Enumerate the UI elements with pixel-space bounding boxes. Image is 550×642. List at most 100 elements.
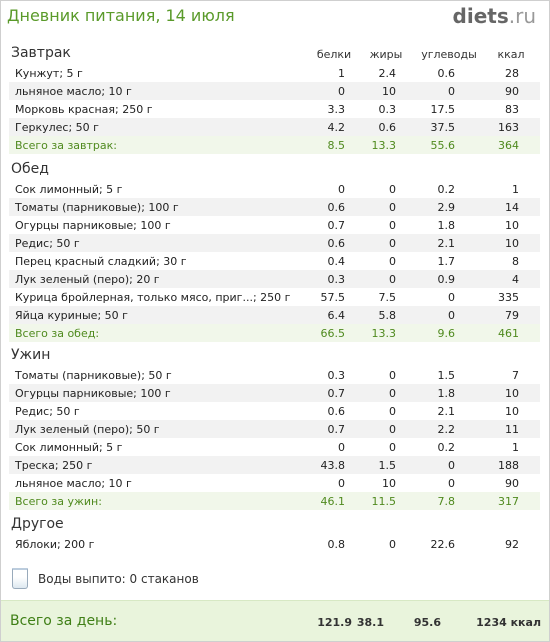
food-name: Сок лимонный; 5 г [15, 183, 123, 196]
value-carbs: 0 [448, 309, 455, 322]
food-row[interactable]: льняное масло; 10 г 0 10 0 90 [9, 474, 540, 492]
food-row[interactable]: Яблоки; 200 г 0.8 0 22.6 92 [9, 535, 540, 553]
value-kcal: 83 [505, 103, 519, 116]
meal-section: Ужин Томаты (парниковые); 50 г 0.3 0 1.5 7 Огу… [9, 346, 540, 510]
food-name: Томаты (парниковые); 50 г [15, 369, 172, 382]
site-logo[interactable]: diets.ru [453, 4, 536, 28]
value-protein: 0.3 [327, 273, 346, 286]
food-row[interactable]: Редис; 50 г 0.6 0 2.1 10 [9, 402, 540, 420]
meal-total-row[interactable]: Всего за ужин: 46.1 11.5 7.8 317 [9, 492, 540, 510]
meal-section: Другое Яблоки; 200 г 0.8 0 22.6 92 [9, 515, 540, 553]
meal-name: Ужин [11, 347, 51, 363]
food-name: Кунжут; 5 г [15, 67, 83, 80]
food-row[interactable]: Лук зеленый (перо); 50 г 0.7 0 2.2 11 [9, 420, 540, 438]
food-name: Морковь красная; 250 г [15, 103, 153, 116]
value-protein: 0.6 [327, 405, 346, 418]
value-kcal: 10 [505, 387, 519, 400]
food-row[interactable]: Редис; 50 г 0.6 0 2.1 10 [9, 234, 540, 252]
value-carbs: 0 [448, 85, 455, 98]
food-row[interactable]: Лук зеленый (перо); 20 г 0.3 0 0.9 4 [9, 270, 540, 288]
value-protein: 46.1 [320, 495, 346, 508]
value-protein: 0.7 [327, 387, 346, 400]
food-name: Всего за обед: [15, 327, 100, 340]
value-carbs: 0 [448, 477, 455, 490]
column-header-kcal: ккал [497, 48, 525, 61]
water-intake: Воды выпито: 0 стаканов [10, 566, 410, 590]
food-row[interactable]: Курица бройлерная, только мясо, приг...;… [9, 288, 540, 306]
value-carbs: 17.5 [430, 103, 456, 116]
value-kcal: 8 [512, 255, 519, 268]
food-name: Огурцы парниковые; 100 г [15, 387, 171, 400]
meal-total-row[interactable]: Всего за обед: 66.5 13.3 9.6 461 [9, 324, 540, 342]
food-row[interactable]: Сок лимонный; 5 г 0 0 0.2 1 [9, 180, 540, 198]
logo-main: diets [452, 4, 509, 28]
day-total-bar: Всего за день: 121.9 38.1 95.6 1234 ккал [1, 600, 549, 641]
value-carbs: 0.2 [437, 441, 456, 454]
value-fat: 0 [389, 387, 396, 400]
day-total-fat: 38.1 [356, 616, 384, 629]
food-row[interactable]: Огурцы парниковые; 100 г 0.7 0 1.8 10 [9, 216, 540, 234]
value-fat: 0 [389, 538, 396, 551]
value-kcal: 10 [505, 237, 519, 250]
header: Дневник питания, 14 июля diets.ru [0, 0, 548, 36]
food-row[interactable]: Огурцы парниковые; 100 г 0.7 0 1.8 10 [9, 384, 540, 402]
food-row[interactable]: льняное масло; 10 г 0 10 0 90 [9, 82, 540, 100]
value-kcal: 335 [498, 291, 519, 304]
food-row[interactable]: Томаты (парниковые); 50 г 0.3 0 1.5 7 [9, 366, 540, 384]
value-carbs: 9.6 [437, 327, 456, 340]
value-fat: 11.5 [371, 495, 397, 508]
food-name: Геркулес; 50 г [15, 121, 99, 134]
value-kcal: 163 [498, 121, 519, 134]
value-kcal: 11 [505, 423, 519, 436]
value-kcal: 1 [512, 441, 519, 454]
water-glass-icon[interactable] [12, 568, 28, 589]
food-name: Сок лимонный; 5 г [15, 441, 123, 454]
food-name: Всего за завтрак: [15, 139, 118, 152]
value-fat: 13.3 [371, 327, 397, 340]
value-protein: 66.5 [320, 327, 346, 340]
food-row[interactable]: Яйца куриные; 50 г 6.4 5.8 0 79 [9, 306, 540, 324]
value-carbs: 0.6 [437, 67, 456, 80]
value-kcal: 10 [505, 405, 519, 418]
value-carbs: 0 [448, 291, 455, 304]
food-row[interactable]: Томаты (парниковые); 100 г 0.6 0 2.9 14 [9, 198, 540, 216]
value-fat: 0 [389, 441, 396, 454]
value-fat: 10 [382, 85, 396, 98]
value-carbs: 22.6 [430, 538, 456, 551]
value-protein: 0.7 [327, 423, 346, 436]
water-label: Воды выпито: 0 стаканов [38, 572, 199, 586]
value-protein: 0 [338, 441, 345, 454]
food-name: Редис; 50 г [15, 405, 80, 418]
column-headers: белки жиры углеводы ккал [9, 48, 540, 62]
food-row[interactable]: Геркулес; 50 г 4.2 0.6 37.5 163 [9, 118, 540, 136]
food-name: Лук зеленый (перо); 20 г [15, 273, 160, 286]
value-protein: 0.8 [327, 538, 346, 551]
value-fat: 10 [382, 477, 396, 490]
meal-header: Обед [9, 160, 540, 180]
value-protein: 0.7 [327, 219, 346, 232]
food-row[interactable]: Кунжут; 5 г 1 2.4 0.6 28 [9, 64, 540, 82]
value-protein: 0 [338, 183, 345, 196]
value-carbs: 1.7 [437, 255, 456, 268]
food-row[interactable]: Сок лимонный; 5 г 0 0 0.2 1 [9, 438, 540, 456]
value-fat: 0 [389, 273, 396, 286]
value-fat: 0 [389, 405, 396, 418]
food-row[interactable]: Треска; 250 г 43.8 1.5 0 188 [9, 456, 540, 474]
food-row[interactable]: Перец красный сладкий; 30 г 0.4 0 1.7 8 [9, 252, 540, 270]
value-kcal: 90 [505, 85, 519, 98]
value-fat: 1.5 [378, 459, 397, 472]
value-kcal: 90 [505, 477, 519, 490]
day-total-protein: 121.9 [317, 616, 352, 629]
value-carbs: 7.8 [437, 495, 456, 508]
food-row[interactable]: Морковь красная; 250 г 3.3 0.3 17.5 83 [9, 100, 540, 118]
food-name: Треска; 250 г [15, 459, 93, 472]
meal-total-row[interactable]: Всего за завтрак: 8.5 13.3 55.6 364 [9, 136, 540, 154]
meal-name: Обед [11, 161, 49, 177]
value-protein: 8.5 [327, 139, 346, 152]
value-carbs: 1.8 [437, 387, 456, 400]
value-carbs: 2.1 [437, 405, 456, 418]
value-fat: 0 [389, 201, 396, 214]
food-name: Курица бройлерная, только мясо, приг...;… [15, 291, 291, 304]
value-fat: 0 [389, 219, 396, 232]
value-kcal: 4 [512, 273, 519, 286]
